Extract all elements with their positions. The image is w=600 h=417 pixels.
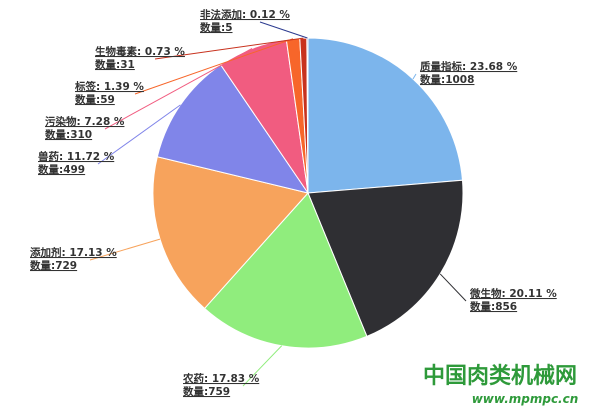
data-label: 污染物: 7.28 % xyxy=(45,115,125,128)
value-label: 数量:729 xyxy=(29,259,77,272)
connector xyxy=(134,38,294,95)
data-label: 添加剂: 17.13 % xyxy=(30,246,117,259)
value-label: 数量:310 xyxy=(44,128,92,141)
data-label: 微生物: 20.11 % xyxy=(469,287,557,300)
data-label: 兽药: 11.72 % xyxy=(38,150,115,163)
watermark-title: 中国肉类机械网 xyxy=(423,364,577,389)
pie-slice xyxy=(152,156,309,310)
data-label: 非法添加: 0.12 % xyxy=(200,8,290,21)
value-label: 数量:5 xyxy=(199,21,233,34)
connector xyxy=(242,345,283,387)
value-label: 数量:1008 xyxy=(419,73,474,86)
pie-slice xyxy=(307,179,464,338)
connector xyxy=(154,37,304,60)
pie-slice xyxy=(203,192,368,349)
value-label: 数量:856 xyxy=(469,300,517,313)
data-label: 生物毒素: 0.73 % xyxy=(95,45,185,58)
connector xyxy=(439,273,467,302)
value-label: 数量:499 xyxy=(37,163,85,176)
connector xyxy=(89,238,161,261)
connector xyxy=(412,73,417,80)
data-label: 质量指标: 23.68 % xyxy=(420,60,518,73)
watermark-url: www.mpmpc.cn xyxy=(472,392,579,406)
value-label: 数量:31 xyxy=(94,58,135,71)
connector xyxy=(259,21,308,39)
data-label: 标签: 1.39 % xyxy=(74,80,144,93)
connector xyxy=(97,104,181,165)
pie-slice xyxy=(307,37,464,194)
data-label: 农药: 17.83 % xyxy=(182,372,260,385)
value-label: 数量:59 xyxy=(74,93,115,106)
value-label: 数量:759 xyxy=(182,385,230,398)
